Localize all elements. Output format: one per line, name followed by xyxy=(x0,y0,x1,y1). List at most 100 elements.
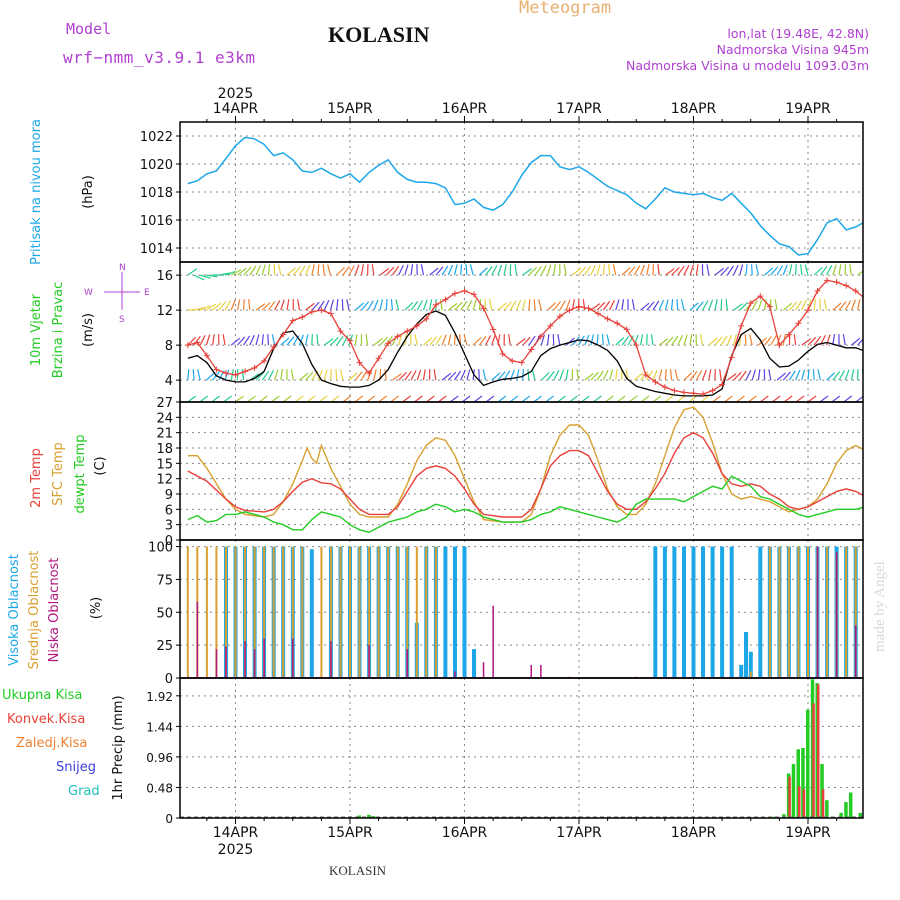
wind-arrow xyxy=(311,264,315,276)
wind-arrow xyxy=(367,300,374,311)
cloud-bar-low xyxy=(196,601,199,678)
wind-arrow xyxy=(720,266,730,276)
cloud-bar-mid xyxy=(807,546,809,678)
ytick-label: 12 xyxy=(156,473,173,488)
wind-arrow xyxy=(373,337,383,346)
model-label: Model xyxy=(66,20,112,38)
wind-speed-marker xyxy=(843,282,850,289)
ytick-label: 24 xyxy=(156,411,173,426)
wind-arrow xyxy=(676,395,686,403)
wind-arrow xyxy=(708,369,712,381)
wind-arrow xyxy=(832,334,836,346)
wind-speed-marker xyxy=(337,328,344,335)
wind-arrow xyxy=(664,395,674,403)
cloud-bar-high xyxy=(462,546,467,678)
precip-total-bar xyxy=(357,815,361,818)
cloud-bar-high xyxy=(691,546,696,678)
wind-arrow xyxy=(547,371,555,381)
wind-arrow xyxy=(553,370,560,381)
wind-arrow xyxy=(538,299,542,311)
wind-arrow xyxy=(516,338,526,346)
wind-arrow xyxy=(674,369,679,381)
wind-arrow xyxy=(640,302,650,311)
wind-arrow xyxy=(628,395,638,403)
wind-arrow xyxy=(286,336,295,346)
ytick-label: 12 xyxy=(156,304,173,319)
wind-arrow xyxy=(292,266,301,276)
cloud-bar-high xyxy=(672,546,677,678)
wind-speed-marker xyxy=(776,342,783,349)
wind-arrow xyxy=(316,334,319,346)
wind-arrow xyxy=(533,395,543,403)
cloud-bar-high xyxy=(453,546,457,678)
cloud-bar-high xyxy=(729,546,734,678)
wind-arrow xyxy=(633,265,641,276)
ytick-label: 1018 xyxy=(140,186,173,201)
wind-arrow xyxy=(255,334,260,346)
wind-speed-marker xyxy=(795,320,802,327)
wind-arrow xyxy=(491,372,501,381)
wind-arrow xyxy=(683,265,690,276)
wind-arrow xyxy=(230,269,242,276)
wind-speed-marker xyxy=(423,315,430,322)
cloud-bar-low xyxy=(816,546,819,678)
cloud-bar-mid xyxy=(425,546,428,678)
wind-arrow xyxy=(497,264,503,276)
wind-arrow xyxy=(414,334,418,346)
wind-arrow xyxy=(478,299,482,311)
wind-arrow xyxy=(298,334,304,346)
wind-arrow xyxy=(354,334,358,346)
precip-total-bar xyxy=(825,800,829,818)
wind-arrow xyxy=(503,264,507,276)
wind-arrow xyxy=(404,264,409,276)
precip-total-bar xyxy=(882,817,886,818)
wind-arrow xyxy=(801,369,806,381)
wind-speed-marker xyxy=(347,337,353,344)
wind-arrow xyxy=(700,395,709,403)
cloud-bar-low xyxy=(244,641,246,678)
wind-arrow xyxy=(608,369,614,381)
wind-arrow xyxy=(416,300,424,311)
wind-speed-marker xyxy=(881,320,887,326)
cloud-bar-low xyxy=(263,638,265,678)
wind-arrow xyxy=(237,267,247,276)
wind-arrow xyxy=(876,372,884,380)
wind-arrow xyxy=(241,369,245,381)
wind-speed-marker xyxy=(661,384,668,391)
wind-arrow xyxy=(318,395,328,403)
wind-arrow xyxy=(782,371,791,381)
wind-arrow xyxy=(695,301,704,311)
wind-arrow xyxy=(422,299,428,311)
wind-arrow xyxy=(206,274,218,278)
panel-frame-2 xyxy=(179,401,864,541)
grid-panel-1 xyxy=(180,262,863,402)
ytick-label: 16 xyxy=(156,269,173,284)
wind-arrow xyxy=(354,371,363,381)
wind-speed-marker xyxy=(413,322,420,329)
wind-arrow xyxy=(726,265,734,276)
year-bottom: 2025 xyxy=(218,842,254,858)
wind-arrow xyxy=(889,264,890,275)
wind-arrow xyxy=(342,395,352,403)
wind-arrow xyxy=(398,371,407,381)
wind-speed-marker xyxy=(308,308,315,315)
wind-arrow xyxy=(745,264,748,276)
wind-arrow xyxy=(639,264,645,276)
wind-arrow xyxy=(385,299,388,311)
wind-arrow xyxy=(460,300,468,311)
wind-arrow xyxy=(384,369,387,381)
sfc-title: SFC Temp xyxy=(51,442,66,506)
wind-arrow xyxy=(378,395,387,403)
wind-arrow xyxy=(187,268,198,276)
wind-arrow xyxy=(547,302,557,311)
wind-arrow xyxy=(553,264,556,276)
wind-arrow xyxy=(478,267,488,276)
precip-total-bar xyxy=(371,816,376,818)
panel-frame-1 xyxy=(179,261,864,403)
wind-arrow xyxy=(601,334,604,346)
grid-panel-0 xyxy=(180,122,863,262)
ytick-label: 100 xyxy=(148,541,173,556)
wind-arrow xyxy=(329,369,333,381)
wind-arrow xyxy=(658,299,665,311)
